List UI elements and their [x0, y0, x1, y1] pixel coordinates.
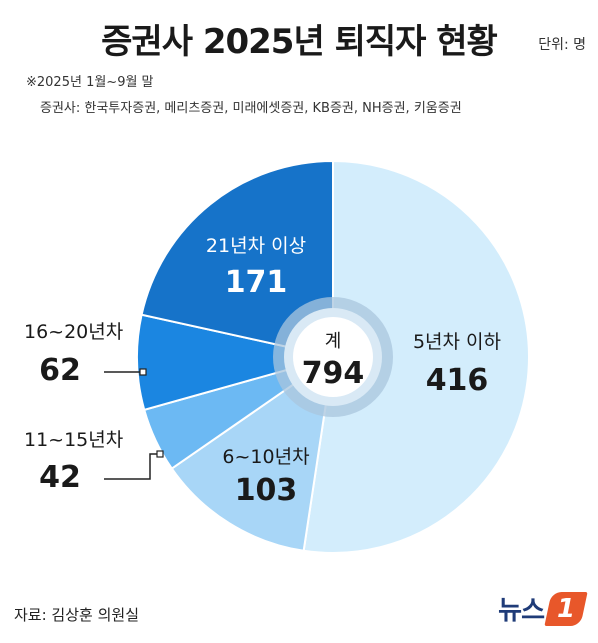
page-title: 증권사 2025년 퇴직자 현황: [101, 22, 498, 62]
slice-label: 5년차 이하: [413, 331, 501, 353]
logo-text: 뉴스: [498, 596, 545, 626]
source-label: 자료: 김상훈 의원실: [14, 606, 139, 624]
pie-slice: [170, 354, 335, 552]
slice-label: 21년차 이상: [206, 235, 306, 257]
companies-note: 증권사: 한국투자증권, 메리츠증권, 미래에셋증권, KB증권, NH증권, …: [40, 101, 462, 116]
slice-value: 42: [39, 460, 81, 495]
slice-value: 62: [39, 353, 81, 388]
slice-value: 103: [235, 473, 298, 508]
leader-dot: [139, 368, 147, 376]
leader-line: [104, 453, 160, 480]
center-total: 794: [302, 356, 365, 391]
leader-dot: [156, 450, 164, 458]
logo-mark-text: 1: [556, 593, 576, 624]
pie-slice: [140, 159, 334, 359]
news1-logo: 뉴스 1: [498, 590, 588, 627]
center-label: 계: [325, 331, 342, 352]
donut-hole: [293, 317, 373, 397]
slice-value: 416: [426, 363, 489, 398]
unit-label: 단위: 명: [538, 37, 586, 53]
pie-slice: [302, 159, 530, 554]
slice-value: 171: [225, 265, 288, 300]
slice-label: 11~15년차: [24, 429, 123, 451]
slice-label: 16~20년차: [24, 321, 123, 343]
pie-slice: [136, 313, 334, 412]
slice-label: 6~10년차: [222, 446, 309, 468]
period-note: ※2025년 1월~9월 말: [26, 75, 154, 90]
logo-mark-icon: 1: [544, 591, 588, 626]
